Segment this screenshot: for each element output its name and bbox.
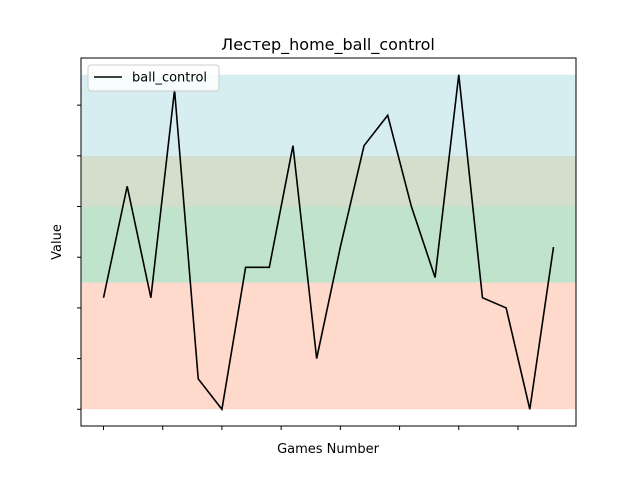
chart-title: Лестер_home_ball_control: [221, 35, 435, 55]
plot-frame: [80, 57, 577, 427]
band: [81, 206, 576, 283]
y-axis-label: Value: [50, 224, 65, 260]
band: [81, 155, 576, 207]
legend-box: [87, 64, 220, 92]
legend: ball_control: [87, 64, 220, 92]
x-axis-label: Games Number: [277, 442, 379, 457]
line: [102, 74, 555, 412]
legend-label: ball_control: [132, 71, 207, 86]
